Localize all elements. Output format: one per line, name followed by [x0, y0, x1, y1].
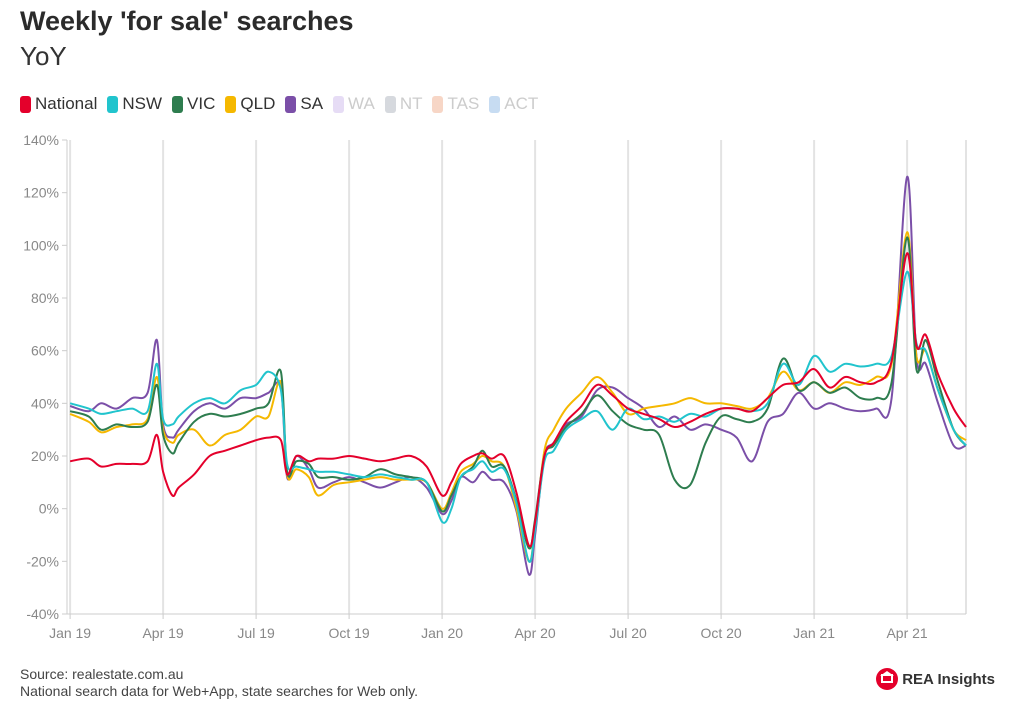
legend-swatch: [285, 95, 297, 113]
y-tick-label: -40%: [26, 606, 59, 622]
legend-item-tas[interactable]: TAS: [432, 94, 479, 114]
y-tick-label: -20%: [26, 553, 59, 569]
y-tick-label: 60%: [31, 343, 59, 359]
legend: National NSW VIC QLD SA WA NT TAS ACT: [20, 94, 538, 114]
data-note: National search data for Web+App, state …: [20, 683, 419, 699]
chart-title: Weekly 'for sale' searches: [20, 6, 354, 36]
legend-label: TAS: [447, 94, 480, 113]
legend-item-vic[interactable]: VIC: [172, 94, 215, 114]
series-line-sa: [69, 175, 967, 576]
y-tick-label: 20%: [31, 448, 59, 464]
series-line-national: [69, 252, 967, 548]
legend-swatch: [225, 95, 237, 113]
x-tick-label: Jan 21: [793, 625, 835, 641]
footer: Source: realestate.com.au National searc…: [20, 666, 418, 700]
legend-label: NT: [399, 94, 423, 113]
legend-item-act[interactable]: ACT: [489, 94, 538, 114]
x-tick-label: Jan 19: [49, 625, 91, 641]
logo-text: REA Insights: [902, 670, 995, 688]
x-tick-label: Apr 20: [514, 625, 555, 641]
line-chart: -40% -20% 0% 20% 40% 60% 80% 100% 120% 140% Jan 19…: [23, 132, 967, 641]
x-tick-label: Oct 20: [700, 625, 741, 641]
x-tick-label: Oct 19: [328, 625, 369, 641]
y-tick-label: 140%: [23, 132, 59, 148]
x-tick-label: Jul 20: [609, 625, 647, 641]
legend-label: SA: [300, 94, 324, 113]
legend-label: NSW: [122, 94, 163, 113]
legend-label: WA: [348, 94, 375, 113]
y-tick-label: 0%: [39, 501, 59, 517]
legend-swatch: [172, 95, 184, 113]
series-line-vic: [69, 236, 967, 550]
legend-label: National: [35, 94, 98, 113]
y-tick-label: 100%: [23, 237, 59, 253]
legend-swatch: [333, 95, 345, 113]
rea-house-icon: [876, 668, 899, 690]
x-tick-label: Jan 20: [421, 625, 463, 641]
legend-swatch: [384, 95, 396, 113]
y-tick-label: 40%: [31, 395, 59, 411]
y-tick-label: 80%: [31, 290, 59, 306]
x-tick-label: Jul 19: [237, 625, 275, 641]
x-tick-label: Apr 21: [886, 625, 927, 641]
y-tick-label: 120%: [23, 185, 59, 201]
x-tick-label: Apr 19: [142, 625, 183, 641]
rea-insights-logo: REA Insights: [876, 668, 995, 690]
legend-item-sa[interactable]: SA: [285, 94, 323, 114]
legend-item-national[interactable]: National: [20, 94, 97, 114]
legend-swatch: [107, 95, 119, 113]
legend-item-nsw[interactable]: NSW: [107, 94, 162, 114]
legend-swatch: [432, 95, 444, 113]
legend-label: VIC: [187, 94, 216, 113]
legend-swatch: [489, 95, 501, 113]
source-note: Source: realestate.com.au: [20, 666, 184, 682]
series-line-nsw: [69, 270, 967, 563]
legend-swatch: [20, 95, 31, 113]
legend-label: ACT: [504, 94, 539, 113]
legend-item-wa[interactable]: WA: [333, 94, 375, 114]
legend-item-qld[interactable]: QLD: [225, 94, 275, 114]
legend-label: QLD: [240, 94, 276, 113]
legend-item-nt[interactable]: NT: [384, 94, 423, 114]
chart-subtitle: YoY: [20, 41, 67, 71]
